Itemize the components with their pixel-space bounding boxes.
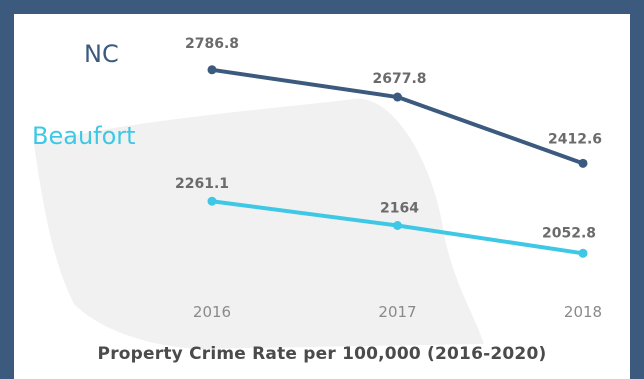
data-point-beaufort-2018	[578, 248, 588, 258]
data-point-nc-2016	[207, 65, 217, 75]
line-chart: 2786.8 2677.8 2412.6 NC 2261.1 2164 2052.8 Beau…	[32, 36, 602, 349]
x-tick-label-2018: 2018	[564, 303, 602, 321]
data-label-beaufort-2017: 2164	[380, 201, 419, 217]
x-tick-label-2016: 2016	[193, 303, 231, 321]
data-label-nc-2017: 2677.8	[372, 71, 426, 87]
series-name-nc: NC	[84, 40, 119, 68]
background-watermark-shape	[34, 98, 484, 349]
data-label-beaufort-2018: 2052.8	[542, 225, 596, 241]
data-label-nc-2018: 2412.6	[548, 131, 602, 147]
data-point-beaufort-2016	[207, 196, 217, 206]
chart-title: Property Crime Rate per 100,000 (2016-20…	[97, 344, 547, 364]
series-name-beaufort: Beaufort	[32, 122, 136, 150]
data-point-nc-2018	[578, 158, 588, 168]
data-point-nc-2017	[393, 92, 402, 102]
x-tick-label-2017: 2017	[378, 303, 416, 321]
data-label-nc-2016: 2786.8	[185, 36, 239, 52]
data-label-beaufort-2016: 2261.1	[175, 176, 229, 192]
data-point-beaufort-2017	[393, 221, 402, 230]
